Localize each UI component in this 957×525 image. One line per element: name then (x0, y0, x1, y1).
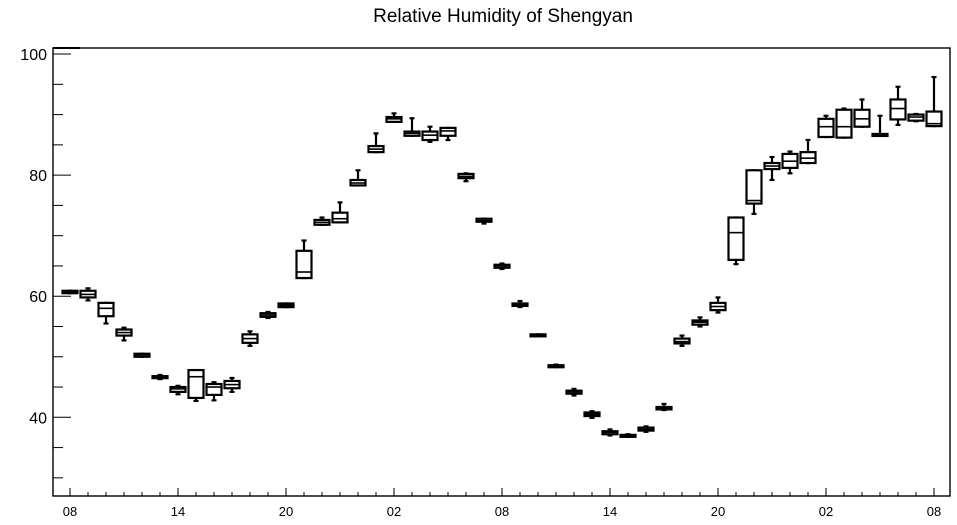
box-0 (61, 289, 79, 295)
box-iqr (97, 301, 115, 318)
y-axis-ticks (53, 53, 71, 479)
x-tick-label: 02 (387, 504, 401, 519)
x-tick-label: 14 (171, 504, 185, 519)
box-32 (637, 425, 655, 433)
x-tick-label: 08 (927, 504, 941, 519)
box-48 (925, 75, 943, 128)
x-tick-label: 14 (603, 504, 617, 519)
chart-title: Relative Humidity of Shengyan (373, 6, 633, 27)
box-23 (475, 217, 493, 225)
box-9 (223, 376, 241, 393)
box-17 (367, 132, 385, 154)
box-14 (313, 216, 331, 226)
y-tick-label: 40 (29, 410, 47, 427)
box-28 (565, 387, 583, 397)
box-12 (277, 302, 295, 309)
box-47 (907, 112, 925, 123)
box-38 (745, 169, 763, 215)
box-iqr (439, 126, 457, 137)
box-30 (601, 428, 619, 437)
x-tick-label: 08 (495, 504, 509, 519)
box-40 (781, 150, 799, 175)
box-33 (655, 402, 673, 412)
plot-frame (52, 47, 951, 497)
y-tick-label: 100 (20, 47, 47, 64)
box-44 (853, 98, 871, 128)
box-31 (619, 433, 637, 438)
box-iqr (187, 368, 205, 400)
box-26 (529, 333, 547, 338)
box-21 (439, 126, 457, 142)
x-tick-label: 02 (819, 504, 833, 519)
box-45 (871, 114, 889, 138)
box-36 (709, 296, 727, 314)
x-axis-ticks (69, 488, 935, 496)
box-37 (727, 216, 745, 266)
y-tick-label: 80 (29, 168, 47, 185)
box-iqr (925, 110, 943, 128)
x-tick-label: 20 (711, 504, 725, 519)
box-3 (115, 326, 133, 342)
box-24 (493, 262, 511, 271)
box-25 (511, 299, 529, 309)
box-43 (835, 107, 853, 139)
box-15 (331, 201, 349, 224)
box-iqr (205, 382, 223, 396)
box-46 (889, 85, 907, 126)
y-tick-label: 60 (29, 289, 47, 306)
box-20 (421, 125, 439, 143)
box-35 (691, 316, 709, 328)
box-39 (763, 155, 781, 182)
box-42 (817, 114, 835, 139)
box-iqr (817, 117, 835, 139)
box-13 (295, 239, 313, 280)
box-18 (385, 112, 403, 123)
box-4 (133, 352, 151, 358)
box-29 (583, 410, 601, 420)
box-iqr (889, 98, 907, 121)
x-axis-tick-labels: 08 14 20 02 08 14 20 02 08 (63, 504, 941, 519)
box-16 (349, 169, 367, 187)
x-tick-label: 08 (63, 504, 77, 519)
box-10 (241, 330, 259, 347)
y-axis-tick-labels: 40 60 80 100 (20, 47, 47, 427)
box-1 (79, 287, 97, 302)
box-iqr (727, 216, 745, 261)
box-5 (151, 373, 169, 381)
box-34 (673, 334, 691, 347)
box-22 (457, 172, 475, 183)
box-7 (187, 368, 205, 403)
box-19 (403, 117, 421, 137)
box-iqr (331, 211, 349, 224)
box-11 (259, 310, 277, 320)
box-plot-series (61, 75, 943, 438)
box-8 (205, 381, 223, 402)
box-6 (169, 384, 187, 396)
box-iqr (295, 249, 313, 280)
box-iqr (835, 108, 853, 139)
box-27 (547, 363, 565, 369)
box-2 (97, 301, 115, 325)
x-tick-label: 20 (279, 504, 293, 519)
box-iqr (745, 169, 763, 205)
box-41 (799, 138, 817, 165)
